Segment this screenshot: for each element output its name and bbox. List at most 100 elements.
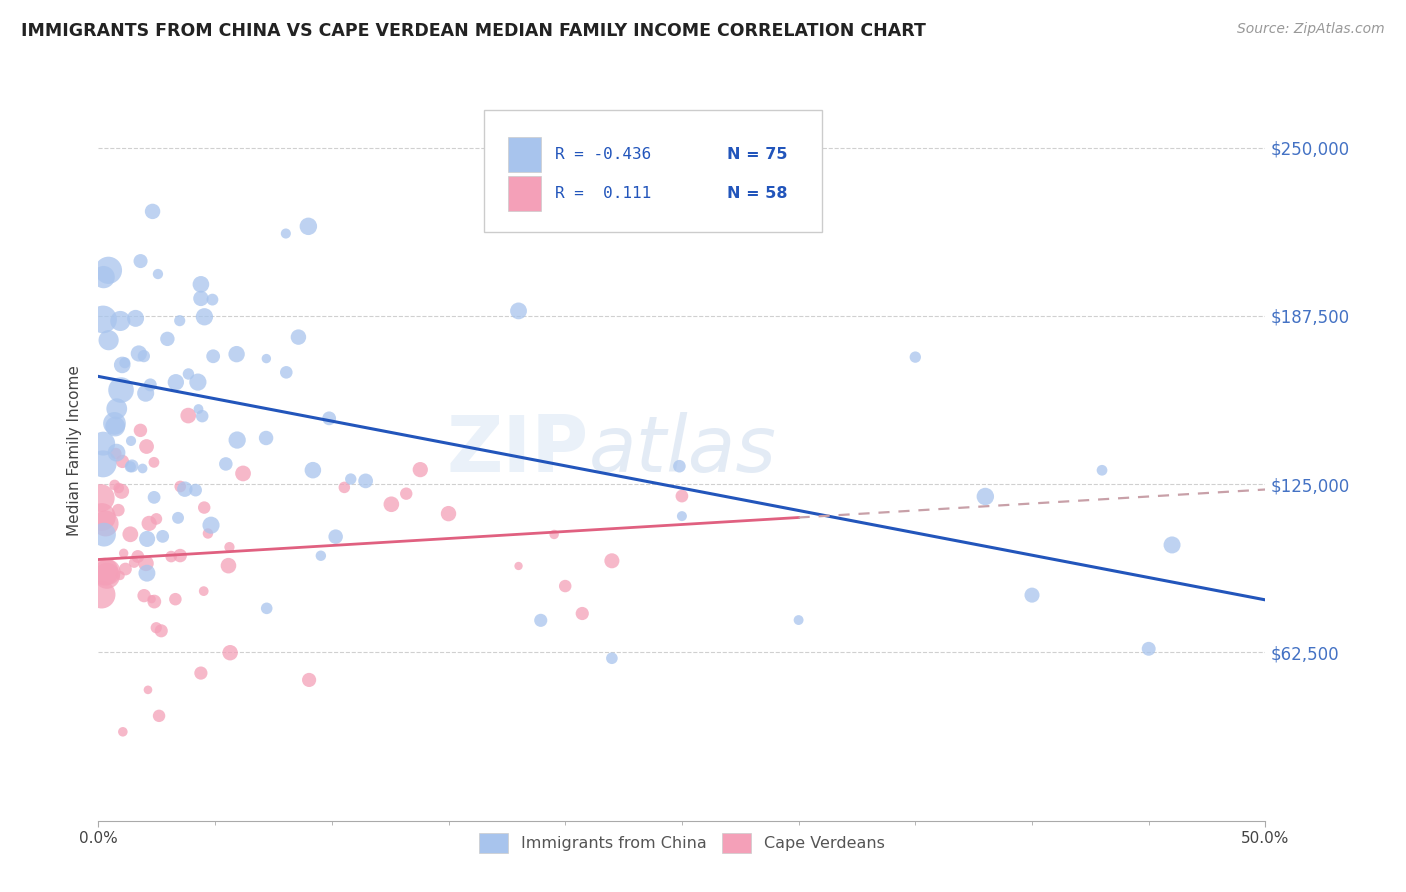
Point (333, 480, 356, 494)
Point (274, 227, 297, 241)
Text: R =  0.111: R = 0.111 (555, 186, 651, 201)
Point (138, 516, 160, 531)
Point (114, 356, 136, 370)
Point (105, 401, 128, 416)
Point (141, 592, 163, 607)
Point (177, 367, 200, 381)
Point (184, 483, 207, 497)
Point (173, 482, 195, 496)
Point (193, 500, 215, 515)
Point (150, 624, 173, 638)
Point (1021, 588, 1043, 602)
Point (165, 376, 187, 390)
Point (152, 529, 174, 543)
Point (122, 556, 145, 570)
Point (254, 431, 277, 445)
Text: IMMIGRANTS FROM CHINA VS CAPE VERDEAN MEDIAN FAMILY INCOME CORRELATION CHART: IMMIGRANTS FROM CHINA VS CAPE VERDEAN ME… (21, 22, 927, 40)
Point (197, 526, 219, 541)
Point (111, 454, 134, 468)
Point (543, 527, 565, 541)
Point (1137, 641, 1160, 656)
Point (201, 293, 224, 307)
Point (93, 565, 115, 579)
Text: Source: ZipAtlas.com: Source: ZipAtlas.com (1237, 22, 1385, 37)
Point (202, 349, 225, 363)
Point (110, 484, 132, 499)
Point (1091, 463, 1114, 477)
Point (142, 204, 165, 219)
Point (124, 311, 146, 326)
Point (110, 383, 132, 397)
Point (671, 509, 693, 524)
Point (120, 527, 142, 541)
Point (96, 568, 118, 582)
Point (904, 350, 927, 364)
Point (671, 489, 693, 503)
Point (90, 510, 112, 524)
Point (508, 304, 530, 318)
Point (190, 277, 212, 292)
FancyBboxPatch shape (508, 136, 541, 172)
Point (93, 527, 115, 541)
Point (169, 479, 191, 493)
Point (103, 478, 125, 492)
Text: R = -0.436: R = -0.436 (555, 147, 651, 161)
Point (167, 511, 190, 525)
Point (120, 434, 142, 448)
FancyBboxPatch shape (508, 176, 541, 211)
Point (160, 549, 183, 564)
Point (169, 313, 191, 327)
Point (128, 346, 150, 360)
Point (225, 347, 247, 361)
Point (600, 554, 623, 568)
Point (339, 472, 361, 486)
Point (437, 507, 460, 521)
Point (104, 446, 127, 460)
Point (142, 455, 165, 469)
Point (91, 312, 114, 326)
Point (105, 445, 128, 459)
Text: N = 58: N = 58 (727, 186, 787, 201)
Point (110, 314, 132, 328)
Point (215, 457, 238, 471)
Point (177, 409, 200, 423)
Point (226, 433, 249, 447)
Point (554, 579, 576, 593)
Point (145, 512, 167, 526)
Point (200, 518, 222, 533)
Point (219, 646, 242, 660)
Point (187, 402, 209, 417)
Point (90, 491, 112, 505)
Y-axis label: Median Family Income: Median Family Income (66, 365, 82, 536)
Point (111, 358, 134, 372)
Point (132, 589, 155, 603)
Point (187, 375, 209, 389)
Point (107, 503, 129, 517)
Text: atlas: atlas (589, 412, 776, 489)
Point (103, 417, 125, 431)
Point (1161, 538, 1184, 552)
Text: N = 75: N = 75 (727, 147, 787, 161)
Point (600, 651, 623, 665)
Point (298, 673, 321, 687)
Point (232, 467, 254, 481)
Point (127, 549, 149, 564)
Point (129, 423, 152, 437)
Point (97, 333, 120, 347)
Point (156, 332, 179, 346)
Point (135, 440, 157, 454)
Point (94, 516, 117, 531)
FancyBboxPatch shape (484, 110, 823, 232)
Point (190, 666, 212, 681)
Point (136, 682, 159, 697)
Point (93, 270, 115, 285)
Point (530, 613, 553, 627)
Point (191, 409, 214, 424)
Point (302, 463, 325, 477)
Point (135, 557, 157, 571)
Point (309, 549, 332, 563)
Point (148, 709, 170, 723)
Point (131, 461, 153, 475)
Point (165, 592, 187, 607)
Point (256, 601, 278, 615)
